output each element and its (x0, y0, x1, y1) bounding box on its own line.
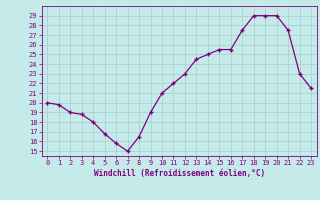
X-axis label: Windchill (Refroidissement éolien,°C): Windchill (Refroidissement éolien,°C) (94, 169, 265, 178)
